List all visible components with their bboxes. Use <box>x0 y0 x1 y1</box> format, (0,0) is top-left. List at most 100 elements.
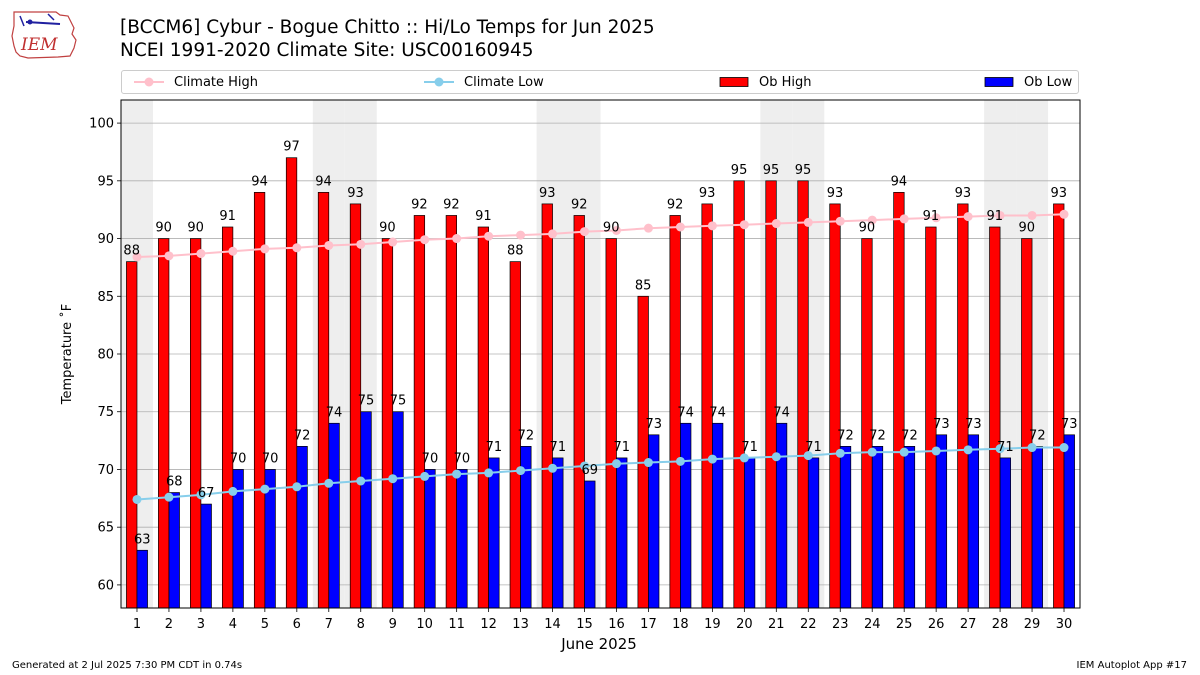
climate-low-point <box>643 458 653 468</box>
x-tick-label: 15 <box>576 617 593 632</box>
climate-low-point <box>164 492 174 502</box>
x-tick-label: 21 <box>768 617 785 632</box>
footer-app: IEM Autoplot App #17 <box>1076 660 1187 671</box>
ob-high-bar <box>477 226 489 609</box>
ob-high-bar <box>797 180 809 609</box>
ob-high-label: 92 <box>571 197 588 212</box>
climate-high-point <box>611 225 621 235</box>
ob-high-bar <box>317 192 330 609</box>
ob-low-bar <box>392 411 404 609</box>
ob-low-label: 72 <box>518 428 535 443</box>
legend-label: Ob High <box>759 74 812 90</box>
ob-high-bar <box>253 192 266 609</box>
climate-high-point <box>643 223 653 233</box>
ob-high-bar <box>381 238 394 609</box>
ob-low-label: 72 <box>901 428 918 443</box>
chart-subtitle: NCEI 1991-2020 Climate Site: USC00160945 <box>120 40 534 61</box>
ob-low-label: 75 <box>358 394 375 409</box>
ob-high-bar <box>957 203 969 609</box>
ob-high-bar <box>413 215 426 609</box>
ob-high-label: 88 <box>123 244 140 259</box>
climate-low-point <box>803 451 813 461</box>
climate-high-point <box>452 234 462 244</box>
ob-low-bar <box>360 411 372 609</box>
y-tick-label: 65 <box>97 521 114 536</box>
legend-swatch-icon <box>984 77 1014 87</box>
ob-low-bar <box>168 492 180 609</box>
climate-low-point <box>260 484 270 494</box>
ob-high-label: 93 <box>699 186 716 201</box>
x-tick-label: 7 <box>325 617 333 632</box>
climate-low-point <box>707 454 717 464</box>
ob-high-label: 93 <box>1050 186 1067 201</box>
climate-low-point <box>196 490 206 500</box>
ob-low-bar <box>136 549 148 609</box>
y-tick-label: 60 <box>97 578 114 593</box>
ob-high-bar <box>1021 238 1033 609</box>
ob-low-bar <box>488 457 500 609</box>
climate-high-point <box>867 215 877 225</box>
legend-line-icon <box>134 77 164 87</box>
x-tick-label: 30 <box>1056 617 1073 632</box>
climate-low-point <box>995 444 1005 454</box>
ob-high-label: 95 <box>731 163 748 178</box>
ob-high-bar <box>989 226 1001 609</box>
ob-high-label: 94 <box>891 174 908 189</box>
climate-low-point <box>516 466 526 476</box>
x-tick-label: 19 <box>704 617 721 632</box>
climate-low-point <box>611 459 621 469</box>
climate-low-point <box>867 447 877 457</box>
climate-low-point <box>388 474 398 484</box>
ob-low-label: 67 <box>198 486 215 501</box>
ob-high-label: 85 <box>635 278 652 293</box>
ob-low-label: 70 <box>230 451 247 466</box>
climate-low-point <box>739 453 749 463</box>
legend-item-climate-high: Climate High <box>134 71 258 93</box>
ob-high-label: 90 <box>187 221 204 236</box>
x-tick-label: 22 <box>800 617 817 632</box>
ob-low-bar <box>871 446 884 609</box>
climate-high-point <box>1027 210 1037 220</box>
climate-low-point <box>420 471 430 481</box>
ob-high-label: 92 <box>411 197 428 212</box>
climate-high-point <box>548 229 558 239</box>
climate-low-point <box>292 482 302 492</box>
ob-high-bar <box>765 180 777 609</box>
ob-low-bar <box>712 422 724 609</box>
climate-low-point <box>931 446 941 456</box>
ob-low-label: 63 <box>134 532 151 547</box>
x-tick-label: 27 <box>960 617 977 632</box>
climate-high-point <box>292 243 302 253</box>
legend-swatch-icon <box>719 77 749 87</box>
x-tick-label: 20 <box>736 617 753 632</box>
climate-high-point <box>484 231 494 241</box>
ob-low-bar <box>903 446 916 609</box>
x-axis-label: June 2025 <box>560 635 637 653</box>
ob-low-bar <box>424 469 436 609</box>
climate-high-point <box>228 246 238 256</box>
ob-high-bar <box>829 203 841 609</box>
ob-low-label: 70 <box>262 451 279 466</box>
legend-label: Climate High <box>174 74 259 90</box>
climate-high-point <box>771 219 781 229</box>
ob-high-bar <box>893 192 905 609</box>
ob-high-label: 90 <box>379 221 396 236</box>
ob-high-bar <box>573 215 585 609</box>
climate-low-point <box>1027 443 1037 453</box>
ob-high-label: 95 <box>795 163 812 178</box>
ob-high-label: 91 <box>987 209 1004 224</box>
ob-low-label: 69 <box>582 463 599 478</box>
climate-high-point <box>803 217 813 227</box>
x-tick-label: 28 <box>992 617 1009 632</box>
x-tick-label: 29 <box>1024 617 1041 632</box>
ob-low-bar <box>584 480 596 609</box>
climate-low-point <box>324 478 334 488</box>
ob-low-label: 72 <box>1029 428 1046 443</box>
climate-high-point <box>675 222 685 232</box>
climate-high-point <box>580 227 590 237</box>
ob-high-bar <box>733 180 745 609</box>
ob-low-label: 72 <box>837 428 854 443</box>
ob-high-label: 93 <box>539 186 556 201</box>
climate-high-point <box>196 249 206 259</box>
